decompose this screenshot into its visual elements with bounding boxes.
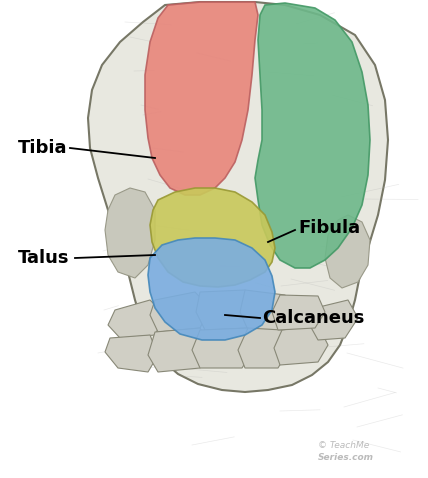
Polygon shape xyxy=(240,290,295,332)
Polygon shape xyxy=(308,300,358,340)
Polygon shape xyxy=(148,328,212,372)
Polygon shape xyxy=(196,290,258,330)
Text: Talus: Talus xyxy=(18,249,69,267)
Text: Fibula: Fibula xyxy=(298,219,360,237)
Polygon shape xyxy=(108,300,165,338)
Polygon shape xyxy=(238,328,290,368)
Text: Calcaneus: Calcaneus xyxy=(262,309,364,327)
Polygon shape xyxy=(105,335,158,372)
Polygon shape xyxy=(325,215,370,288)
Text: Series.com: Series.com xyxy=(318,454,374,463)
Polygon shape xyxy=(255,3,370,268)
Polygon shape xyxy=(145,2,258,195)
Polygon shape xyxy=(272,295,325,330)
Polygon shape xyxy=(192,328,255,368)
Polygon shape xyxy=(150,292,210,332)
Text: © TeachMe: © TeachMe xyxy=(318,441,369,449)
Polygon shape xyxy=(105,188,155,278)
Polygon shape xyxy=(88,2,388,392)
Polygon shape xyxy=(274,325,328,365)
Polygon shape xyxy=(148,238,275,340)
Polygon shape xyxy=(150,188,275,287)
Text: Tibia: Tibia xyxy=(18,139,68,157)
